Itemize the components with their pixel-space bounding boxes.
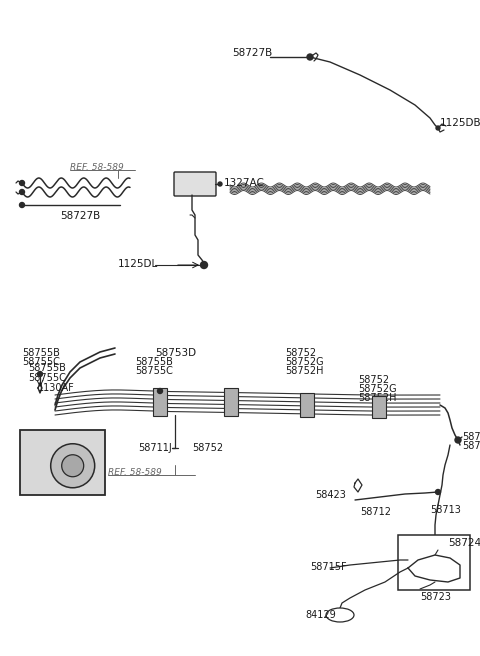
Text: 58752H: 58752H	[285, 366, 324, 376]
Bar	[372, 396, 386, 418]
Text: 58723: 58723	[420, 592, 451, 602]
Bar	[224, 388, 238, 416]
Text: 58755C: 58755C	[22, 357, 60, 367]
Ellipse shape	[326, 608, 354, 622]
Text: REF. 58-589: REF. 58-589	[70, 163, 124, 172]
Circle shape	[218, 182, 222, 186]
Text: 58724: 58724	[448, 538, 480, 548]
Text: 84129: 84129	[305, 610, 336, 620]
Text: REF. 58-589: REF. 58-589	[108, 468, 162, 477]
Bar	[20, 430, 105, 495]
Text: 58727B: 58727B	[232, 48, 272, 58]
Text: 58752: 58752	[358, 375, 389, 385]
Text: 58753D: 58753D	[155, 348, 196, 358]
Circle shape	[455, 437, 461, 443]
Circle shape	[436, 126, 440, 130]
Text: 58752: 58752	[192, 443, 223, 453]
Text: 1130AF: 1130AF	[38, 383, 75, 393]
Circle shape	[51, 443, 95, 488]
Bar	[300, 393, 314, 417]
Circle shape	[435, 489, 441, 495]
Text: 58755B: 58755B	[135, 357, 173, 367]
Text: 1327AC: 1327AC	[224, 178, 265, 188]
Text: 58727B: 58727B	[60, 211, 100, 221]
Text: 58715F: 58715F	[310, 562, 347, 572]
Text: 1125DL: 1125DL	[118, 259, 158, 269]
Circle shape	[20, 203, 24, 207]
Text: 58755B: 58755B	[22, 348, 60, 358]
Text: 58423: 58423	[315, 490, 346, 500]
Text: 58713: 58713	[430, 505, 461, 515]
FancyBboxPatch shape	[174, 172, 216, 196]
Text: 58752G: 58752G	[285, 357, 324, 367]
Bar	[153, 388, 167, 416]
Circle shape	[37, 371, 43, 377]
Text: 58718Y: 58718Y	[462, 432, 480, 442]
Text: 58752: 58752	[285, 348, 316, 358]
Circle shape	[20, 190, 24, 194]
Text: 58752B: 58752B	[462, 441, 480, 451]
Circle shape	[62, 455, 84, 477]
Text: 58755C: 58755C	[135, 366, 173, 376]
Text: 58711J: 58711J	[138, 443, 172, 453]
Circle shape	[20, 180, 24, 186]
Text: 58712: 58712	[360, 507, 391, 517]
Text: 58755B: 58755B	[28, 363, 66, 373]
Text: 58755C: 58755C	[28, 373, 66, 383]
Bar	[398, 535, 470, 590]
Circle shape	[201, 262, 207, 268]
Text: 1125DB: 1125DB	[440, 118, 480, 128]
Text: 58752H: 58752H	[358, 393, 396, 403]
Circle shape	[157, 388, 163, 394]
Text: 58752G: 58752G	[358, 384, 396, 394]
Circle shape	[307, 54, 313, 60]
